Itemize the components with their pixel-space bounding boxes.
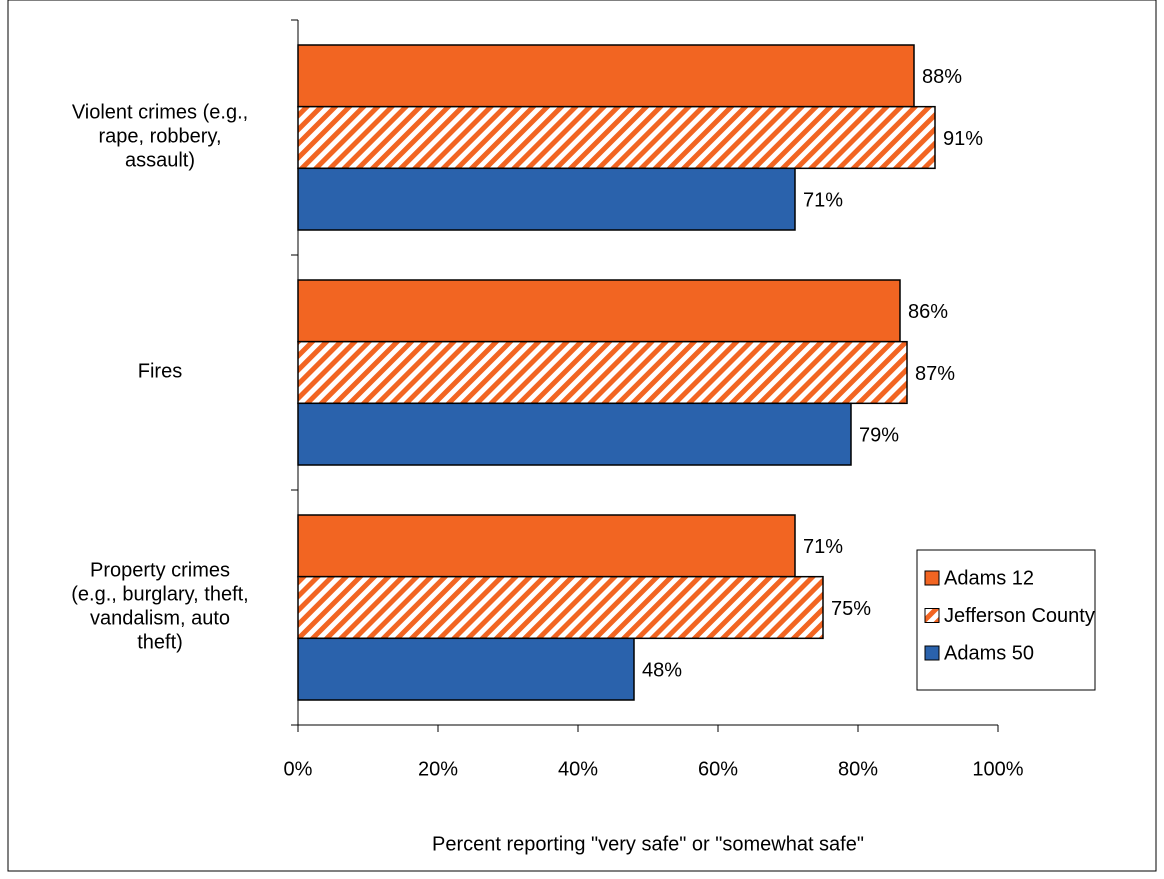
x-tick-label: 0%: [284, 758, 313, 780]
y-tick-label: Property crimes (e.g., burglary, theft, va…: [71, 560, 249, 654]
value-label: 86%: [908, 301, 948, 323]
bar: [297, 167, 796, 231]
y-tick-label: Violent crimes (e.g., rape, robbery, assau…: [72, 102, 248, 172]
value-label: 48%: [642, 659, 682, 681]
legend-label: Adams 50: [944, 642, 1034, 664]
bar: [297, 402, 852, 466]
legend-swatch: [924, 645, 940, 661]
value-label: 87%: [915, 363, 955, 385]
bar: [297, 279, 901, 343]
legend-label: Jefferson County: [944, 605, 1095, 627]
value-label: 88%: [922, 66, 962, 88]
value-label: 75%: [831, 598, 871, 620]
value-label: 71%: [803, 536, 843, 558]
x-tick-label: 40%: [558, 758, 598, 780]
value-label: 71%: [803, 189, 843, 211]
legend-label: Adams 12: [944, 567, 1034, 589]
x-tick-label: 100%: [972, 758, 1023, 780]
legend-swatch: [924, 570, 940, 586]
value-label: 79%: [859, 424, 899, 446]
legend-swatch: [924, 608, 940, 623]
y-tick-label: Fires: [138, 361, 182, 383]
bar: [297, 105, 936, 170]
x-tick-label: 80%: [838, 758, 878, 780]
value-label: 91%: [943, 128, 983, 150]
bar: [297, 514, 796, 578]
x-tick-label: 60%: [698, 758, 738, 780]
x-axis-label: Percent reporting "very safe" or "somewh…: [432, 833, 864, 855]
x-tick-label: 20%: [418, 758, 458, 780]
bar: [297, 575, 824, 640]
bar: [297, 637, 635, 701]
bar: [297, 340, 908, 405]
legend-box: [916, 549, 1096, 691]
bar: [297, 44, 915, 108]
